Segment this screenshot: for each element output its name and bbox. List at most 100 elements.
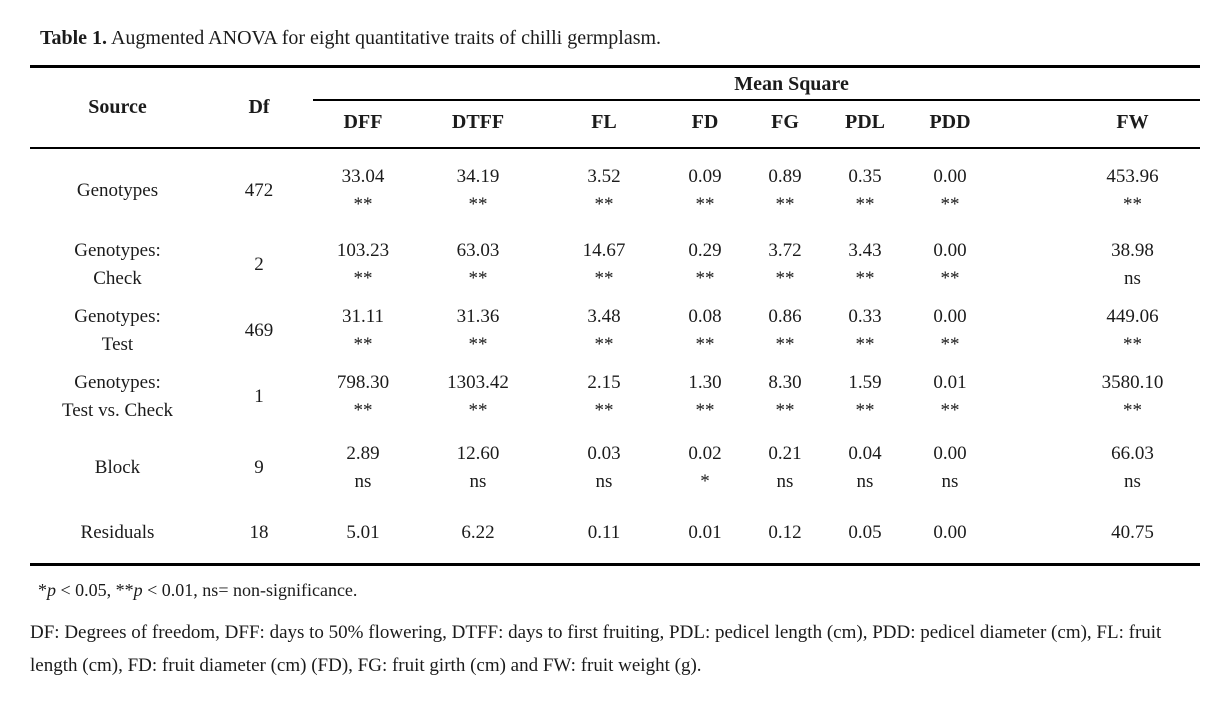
column-header-source: Source [30, 66, 205, 149]
column-header-dtff: DTFF [413, 100, 543, 149]
significance-marker: ** [353, 334, 373, 355]
value-cell: 31.11 ** [313, 298, 413, 364]
significance-marker: ** [594, 268, 614, 289]
value-cell: 38.98 ns [995, 232, 1200, 298]
significance-marker: ** [353, 400, 373, 421]
mean-square-value: 798.30 [336, 372, 390, 393]
mean-square-value: 453.96 [1106, 166, 1159, 187]
source-label-line: Genotypes [76, 180, 159, 201]
mean-square-value: 0.33 [848, 306, 882, 327]
significance-marker: ns [941, 471, 959, 492]
source-label-line: Block [94, 457, 141, 478]
significance-footnote-p1: p [47, 580, 56, 600]
significance-marker: ** [1123, 334, 1142, 355]
value-cell: 2.89 ns [313, 430, 413, 506]
mean-square-value: 8.30 [768, 372, 802, 393]
significance-marker: ** [855, 194, 875, 215]
document-page: Table 1. Augmented ANOVA for eight quant… [30, 26, 1201, 676]
mean-square-value: 1.30 [688, 372, 722, 393]
significance-marker: ** [940, 400, 960, 421]
column-header-fd: FD [665, 100, 745, 149]
significance-marker: ** [940, 194, 960, 215]
value-cell: 0.00 ** [905, 298, 995, 364]
value-cell: 449.06 ** [995, 298, 1200, 364]
value-cell: 14.67 ** [543, 232, 665, 298]
significance-marker: ** [855, 400, 875, 421]
value-cell: 0.29 ** [665, 232, 745, 298]
mean-square-value: 5.01 [346, 522, 380, 543]
source-label-line: Test vs. Check [61, 400, 174, 421]
mean-square-value: 6.22 [461, 522, 495, 543]
significance-footnote-star: * [38, 580, 47, 600]
table-caption: Table 1. Augmented ANOVA for eight quant… [40, 26, 1200, 50]
value-cell: 103.23 ** [313, 232, 413, 298]
source-label-line: Genotypes: [74, 372, 161, 393]
value-cell: 3.48 ** [543, 298, 665, 364]
mean-square-value: 3.48 [587, 306, 621, 327]
mean-square-value: 1.59 [848, 372, 882, 393]
significance-marker: ** [1123, 194, 1142, 215]
mean-square-value: 3.72 [768, 240, 802, 261]
df-cell: 469 [244, 320, 274, 341]
column-header-fw: FW [995, 100, 1201, 149]
significance-marker: ns [776, 471, 794, 492]
mean-square-value: 31.36 [456, 306, 500, 327]
value-cell: 0.03 ns [543, 430, 665, 506]
significance-marker: ** [855, 334, 875, 355]
value-cell: 1.30 ** [665, 364, 745, 430]
value-cell: 6.22 [413, 506, 543, 565]
table-row: Genotypes: Test vs. Check 1 798.30 ** 1303.42… [30, 364, 1200, 430]
table-caption-label: Table 1. [40, 27, 108, 49]
mean-square-value: 66.03 [1111, 443, 1154, 464]
significance-marker: ** [775, 268, 795, 289]
mean-square-value: 40.75 [1111, 522, 1154, 543]
value-cell: 31.36 ** [413, 298, 543, 364]
value-cell: 3.72 ** [745, 232, 825, 298]
source-cell: Genotypes [30, 148, 205, 232]
significance-marker: ** [594, 400, 614, 421]
table-header: Source Df Mean Square DFF DTFF FL FD FG PDL PD… [30, 66, 1201, 149]
df-cell: 18 [249, 522, 269, 543]
mean-square-value: 0.01 [688, 522, 722, 543]
column-group-header-mean-square: Mean Square [313, 66, 1201, 101]
mean-square-value: 0.08 [688, 306, 722, 327]
mean-square-value: 0.89 [768, 166, 802, 187]
significance-marker: ** [468, 268, 488, 289]
significance-marker: ** [594, 334, 614, 355]
mean-square-value: 0.00 [933, 240, 967, 261]
value-cell: 66.03 ns [995, 430, 1200, 506]
df-cell: 2 [254, 254, 264, 275]
significance-marker: ns [469, 471, 487, 492]
value-cell: 3.52 ** [543, 148, 665, 232]
value-cell: 0.08 ** [665, 298, 745, 364]
significance-footnote-mid: < 0.05, ** [56, 580, 134, 600]
column-header-df: Df [205, 66, 313, 149]
mean-square-value: 103.23 [336, 240, 390, 261]
anova-table: Source Df Mean Square DFF DTFF FL FD FG PDL PD… [30, 65, 1201, 566]
mean-square-value: 0.00 [933, 306, 967, 327]
source-cell: Residuals [30, 506, 205, 565]
column-header-dff: DFF [313, 100, 413, 149]
value-cell: 0.01 ** [905, 364, 995, 430]
source-cell: Block [30, 430, 205, 506]
mean-square-value: 38.98 [1111, 240, 1154, 261]
mean-square-value: 0.00 [933, 522, 967, 543]
significance-marker: ** [855, 268, 875, 289]
value-cell: 0.33 ** [825, 298, 905, 364]
mean-square-value: 0.05 [848, 522, 882, 543]
table-body: Genotypes 472 33.04 ** 34.19 ** 3.52 ** 0.09 ** 0.… [30, 148, 1200, 565]
source-label-line: Genotypes: [74, 240, 161, 261]
significance-marker: ** [775, 194, 795, 215]
table-row: Genotypes: Test 469 31.11 ** 31.36 ** 3.48 ** 0.0… [30, 298, 1200, 364]
significance-marker: ** [468, 334, 488, 355]
value-cell: 0.02 * [665, 430, 745, 506]
value-cell: 0.35 ** [825, 148, 905, 232]
value-cell: 453.96 ** [995, 148, 1200, 232]
significance-marker: ** [695, 194, 715, 215]
significance-footnote-end: < 0.01, ns= non-significance. [142, 580, 358, 600]
source-label-line: Test [101, 334, 134, 355]
significance-marker: ns [595, 471, 613, 492]
column-header-pdd: PDD [905, 100, 995, 149]
significance-marker: ns [354, 471, 372, 492]
significance-footnote-p2: p [133, 580, 143, 600]
